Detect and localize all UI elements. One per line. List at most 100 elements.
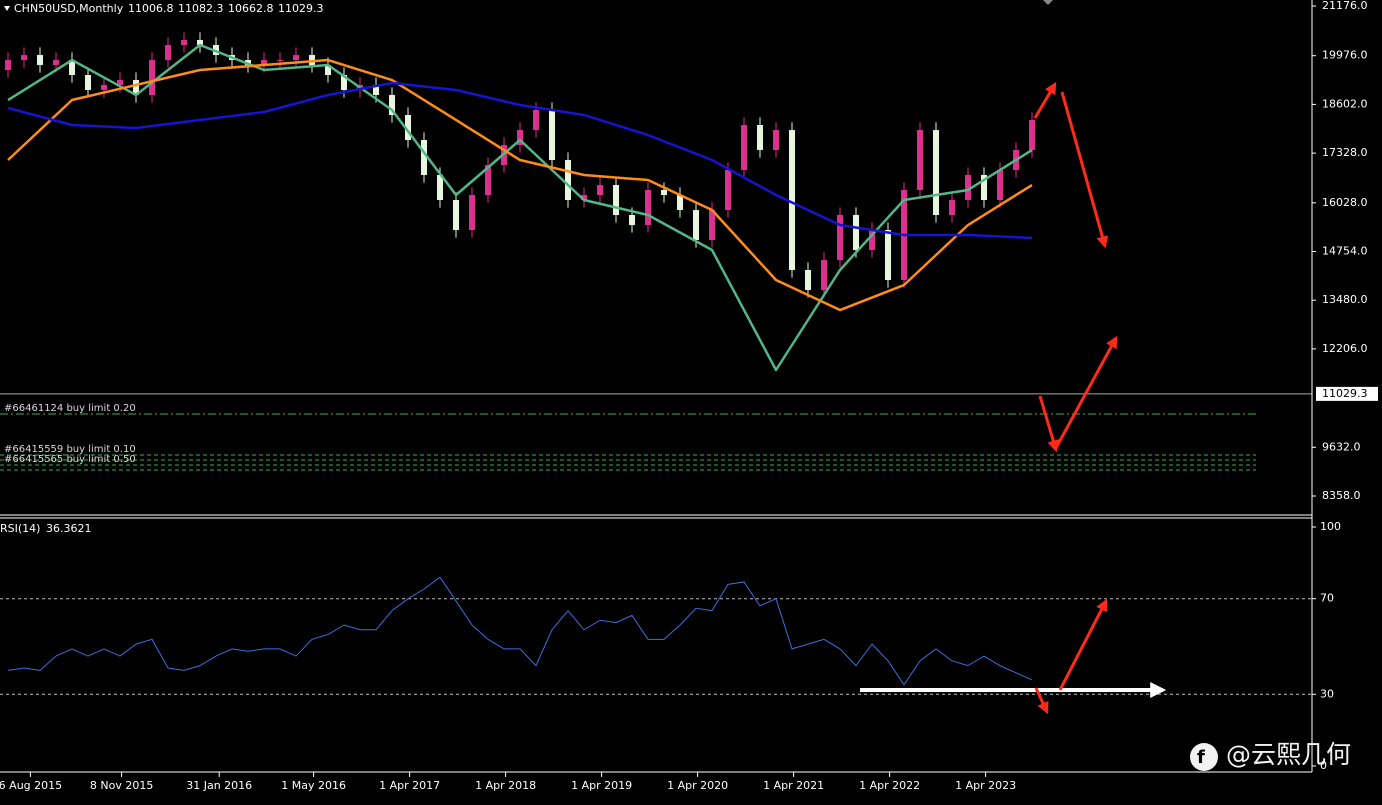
candle-body: [933, 130, 939, 215]
candle-body: [805, 270, 811, 290]
candle-body: [629, 214, 635, 226]
candle-body: [421, 139, 427, 176]
y-tick-label: 19976.0: [1322, 49, 1368, 62]
candle-body: [693, 210, 699, 240]
candle-body: [789, 130, 795, 271]
x-tick-label: 1 Apr 2022: [859, 779, 920, 792]
candle-body: [373, 85, 379, 95]
moving-average: [7, 43, 1033, 372]
rsi-line: [7, 576, 1033, 686]
candle-body: [869, 230, 875, 251]
candle-body: [773, 130, 779, 151]
candle-body: [965, 175, 971, 201]
candle-body: [85, 75, 91, 90]
candle-body: [437, 175, 443, 201]
candle-body: [517, 130, 523, 145]
candle-body: [917, 130, 923, 190]
candle-body: [677, 194, 683, 211]
x-tick-label: 1 Apr 2019: [571, 779, 632, 792]
annotation-arrows: [860, 81, 1167, 715]
candle-body: [5, 60, 11, 71]
y-tick-label: 16028.0: [1322, 196, 1368, 209]
candle-body: [53, 60, 59, 65]
x-tick-label: 6 Aug 2015: [0, 779, 62, 792]
ohlc-open: 11006.8: [128, 2, 174, 15]
y-tick-label: 12206.0: [1322, 342, 1368, 355]
x-tick-label: 8 Nov 2015: [90, 779, 153, 792]
x-tick-label: 1 Apr 2023: [955, 779, 1016, 792]
candle-body: [709, 210, 715, 240]
candle-body: [325, 64, 331, 76]
candle-body: [309, 55, 315, 65]
candle-body: [197, 39, 203, 45]
candle-body: [405, 114, 411, 140]
candle-body: [613, 185, 619, 215]
candle-body: [741, 125, 747, 170]
ohlc-close: 11029.3: [278, 2, 324, 15]
y-tick-label: 8358.0: [1322, 489, 1361, 502]
candle-body: [117, 80, 123, 86]
candle-body: [885, 230, 891, 281]
candle-body: [757, 125, 763, 151]
x-tick-label: 1 Apr 2017: [379, 779, 440, 792]
candle-body: [261, 60, 267, 65]
candle-body: [277, 60, 283, 62]
candle-body: [597, 185, 603, 195]
y-tick-label: 70: [1320, 592, 1334, 605]
y-tick-label: 21176.0: [1322, 0, 1368, 12]
candle-body: [565, 160, 571, 201]
candle-body: [69, 60, 75, 76]
candle-body: [149, 60, 155, 95]
candle-body: [341, 75, 347, 90]
order-label: #66415565 buy limit 0.50: [4, 454, 136, 465]
y-tick-label: 100: [1320, 520, 1341, 533]
y-tick-label: 0: [1320, 759, 1327, 772]
candle-body: [581, 194, 587, 201]
ohlc-low: 10662.8: [228, 2, 274, 15]
x-tick-label: 1 Apr 2021: [763, 779, 824, 792]
watermark: f @云熙几何: [1190, 740, 1351, 771]
price-label: 11029.3: [1322, 387, 1368, 400]
candle-body: [469, 194, 475, 231]
y-tick-label: 9632.0: [1322, 440, 1361, 453]
price-label-box: [1316, 386, 1378, 401]
order-label: #66461124 buy limit 0.20: [4, 403, 136, 414]
y-tick-label: 18602.0: [1322, 97, 1368, 110]
candle-body: [389, 94, 395, 115]
x-tick-label: 1 May 2016: [281, 779, 346, 792]
candle-body: [981, 175, 987, 201]
candle-body: [453, 200, 459, 231]
candle-body: [293, 55, 299, 61]
candle-body: [133, 80, 139, 95]
candle-body: [485, 164, 491, 195]
candle-body: [165, 44, 171, 61]
ohlc-high: 11082.3: [178, 2, 224, 15]
candle-body: [21, 55, 27, 61]
symbol-title: CHN50USD,Monthly: [14, 2, 124, 15]
plot-area: #66461124 buy limit 0.20 #66415559 buy li…: [0, 32, 1312, 695]
indicator-title: RSI(14): [0, 522, 40, 535]
candle-body: [645, 189, 651, 226]
moving-average: [7, 58, 1033, 312]
candle-body: [821, 260, 827, 290]
candle-body: [37, 55, 43, 65]
candle-body: [997, 169, 1003, 201]
svg-text:f: f: [1197, 747, 1205, 768]
menu-icon[interactable]: [4, 6, 10, 11]
order-label: #66415559 buy limit 0.10: [4, 444, 136, 455]
y-tick-label: 17328.0: [1322, 146, 1368, 159]
candle-body: [661, 189, 667, 195]
moving-average: [7, 81, 1033, 240]
watermark-text: @云熙几何: [1226, 740, 1351, 769]
candle-body: [181, 39, 187, 45]
candle-body: [949, 200, 955, 215]
candle-body: [837, 214, 843, 261]
x-tick-label: 1 Apr 2018: [475, 779, 536, 792]
y-tick-label: 13480.0: [1322, 293, 1368, 306]
candle-body: [101, 85, 107, 90]
y-tick-label: 14754.0: [1322, 244, 1368, 257]
candle-body: [549, 110, 555, 161]
candle-body: [533, 110, 539, 131]
